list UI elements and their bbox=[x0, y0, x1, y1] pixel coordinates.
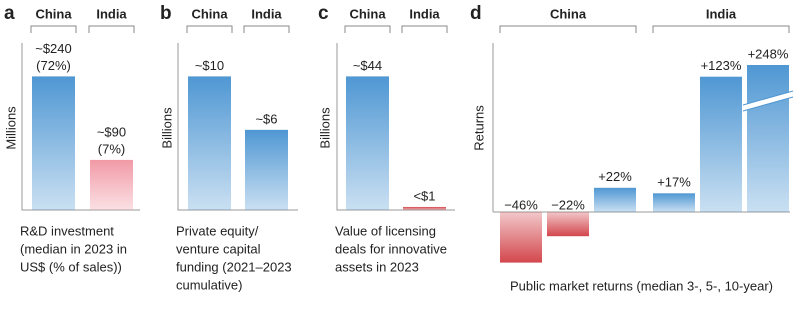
value-label: <$1 bbox=[413, 188, 435, 203]
value-label: +248% bbox=[748, 46, 789, 61]
caption: funding (2021–2023 bbox=[176, 259, 292, 274]
axis-break bbox=[742, 90, 794, 112]
group-label: India bbox=[251, 6, 282, 21]
bar bbox=[188, 76, 231, 211]
share-label: (72%) bbox=[36, 58, 71, 73]
bracket bbox=[401, 25, 448, 33]
bracket bbox=[652, 25, 790, 33]
value-label: ~$10 bbox=[195, 58, 224, 73]
group-label: China bbox=[550, 6, 587, 21]
bracket bbox=[88, 25, 135, 33]
bracket bbox=[186, 25, 233, 33]
caption: Public market returns (median 3-, 5-, 10… bbox=[510, 278, 773, 293]
bar bbox=[500, 212, 542, 263]
bracket bbox=[30, 25, 77, 33]
bracket bbox=[344, 25, 391, 33]
caption: assets in 2023 bbox=[335, 259, 419, 274]
bracket bbox=[243, 25, 290, 33]
panel-label: b bbox=[160, 3, 172, 24]
group-label: China bbox=[35, 6, 72, 21]
axis-break bbox=[743, 91, 793, 111]
caption: R&D investment bbox=[20, 223, 114, 238]
bar bbox=[346, 76, 389, 211]
caption: cumulative) bbox=[176, 277, 242, 292]
panel-label: a bbox=[4, 3, 15, 24]
value-label: ~$6 bbox=[255, 111, 277, 126]
y-axis-label: Billions bbox=[317, 107, 332, 149]
y-axis-label: Billions bbox=[159, 107, 174, 149]
bracket bbox=[499, 25, 637, 33]
group-label: India bbox=[409, 6, 440, 21]
value-label: ~$90 bbox=[97, 124, 126, 139]
panel-label: d bbox=[470, 3, 482, 24]
value-label: −22% bbox=[551, 197, 585, 212]
caption: venture capital bbox=[176, 241, 261, 256]
bar bbox=[653, 193, 695, 212]
value-label: ~$44 bbox=[353, 58, 382, 73]
bar bbox=[547, 212, 589, 237]
group-label: India bbox=[706, 6, 737, 21]
value-label: +17% bbox=[657, 175, 691, 190]
value-label: +22% bbox=[598, 169, 632, 184]
bar bbox=[403, 206, 446, 210]
panel-label: c bbox=[318, 3, 329, 24]
caption: Private equity/ bbox=[176, 223, 259, 238]
group-label: China bbox=[349, 6, 386, 21]
y-axis-label: Millions bbox=[3, 106, 18, 150]
bar bbox=[32, 76, 75, 211]
y-axis-label: Returns bbox=[471, 105, 486, 151]
group-label: China bbox=[191, 6, 228, 21]
caption: deals for innovative bbox=[335, 241, 447, 256]
group-label: India bbox=[96, 6, 127, 21]
caption: US$ (% of sales)) bbox=[20, 259, 122, 274]
bar bbox=[747, 65, 789, 212]
value-label: ~$240 bbox=[35, 41, 72, 56]
bar bbox=[594, 187, 636, 212]
bar bbox=[90, 159, 133, 210]
share-label: (7%) bbox=[98, 141, 125, 156]
caption: (median in 2023 in bbox=[20, 241, 127, 256]
value-label: +123% bbox=[701, 58, 742, 73]
bar bbox=[245, 129, 288, 210]
bar bbox=[700, 76, 742, 212]
caption: Value of licensing bbox=[335, 223, 436, 238]
value-label: −46% bbox=[504, 197, 538, 212]
